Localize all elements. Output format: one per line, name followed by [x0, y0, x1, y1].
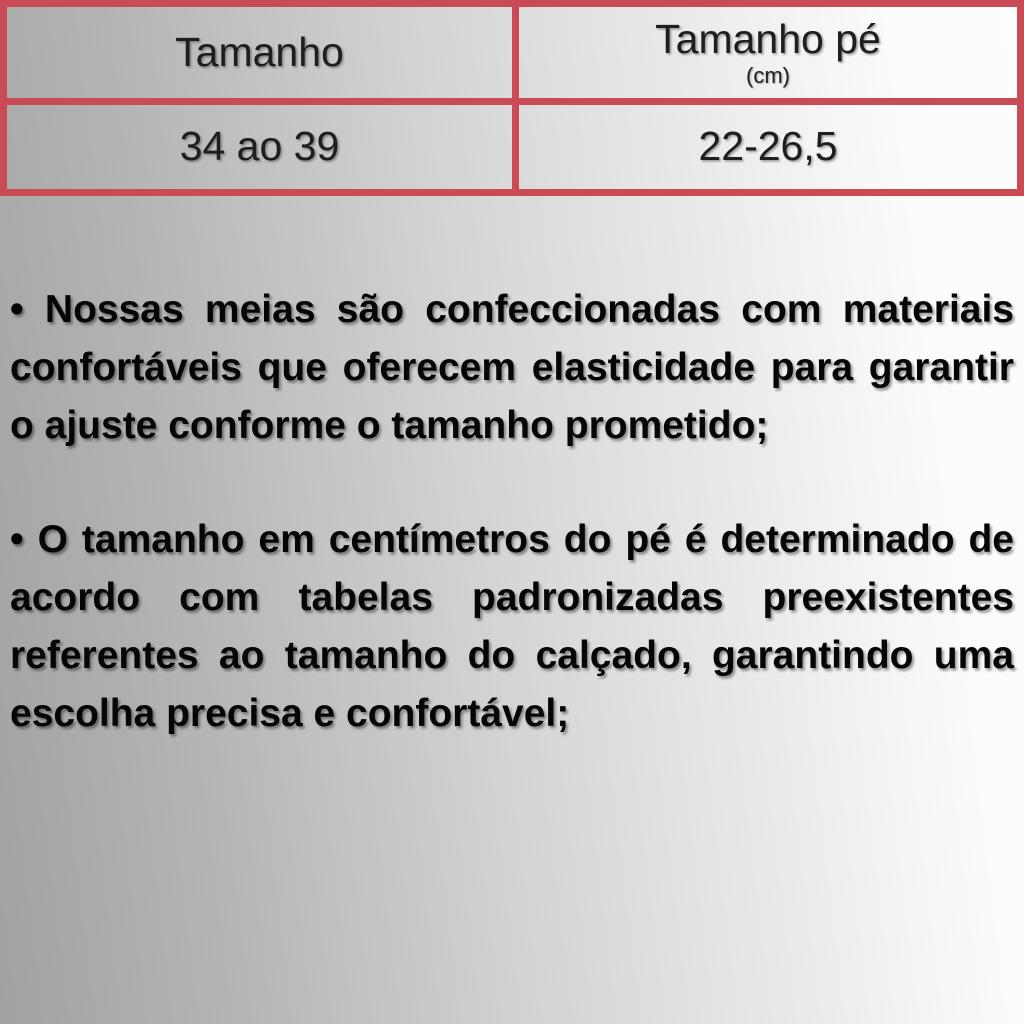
- size-table-cell-foot-size: 22-26,5: [512, 98, 1017, 189]
- size-table-header-tamanho: Tamanho: [7, 7, 512, 98]
- size-table-header-tamanho-pe: Tamanho pé (cm): [512, 7, 1017, 98]
- product-info-panel: Tamanho Tamanho pé (cm) 34 ao 39 22-26,5…: [0, 0, 1024, 743]
- size-range-value: 34 ao 39: [179, 123, 340, 170]
- description: • Nossas meias são confeccionadas com ma…: [0, 281, 1024, 743]
- size-table-cell-size-range: 34 ao 39: [7, 98, 512, 189]
- size-table-header-tamanho-pe-label: Tamanho pé: [655, 15, 881, 62]
- foot-size-value: 22-26,5: [698, 123, 838, 170]
- size-table: Tamanho Tamanho pé (cm) 34 ao 39 22-26,5: [0, 0, 1024, 196]
- bullet-foot-size: • O tamanho em centímetros do pé é deter…: [10, 518, 1014, 735]
- bullet-materials: • Nossas meias são confeccionadas com ma…: [10, 288, 1014, 447]
- size-table-header-tamanho-label: Tamanho: [175, 28, 344, 75]
- size-table-header-unit-label: (cm): [746, 62, 790, 88]
